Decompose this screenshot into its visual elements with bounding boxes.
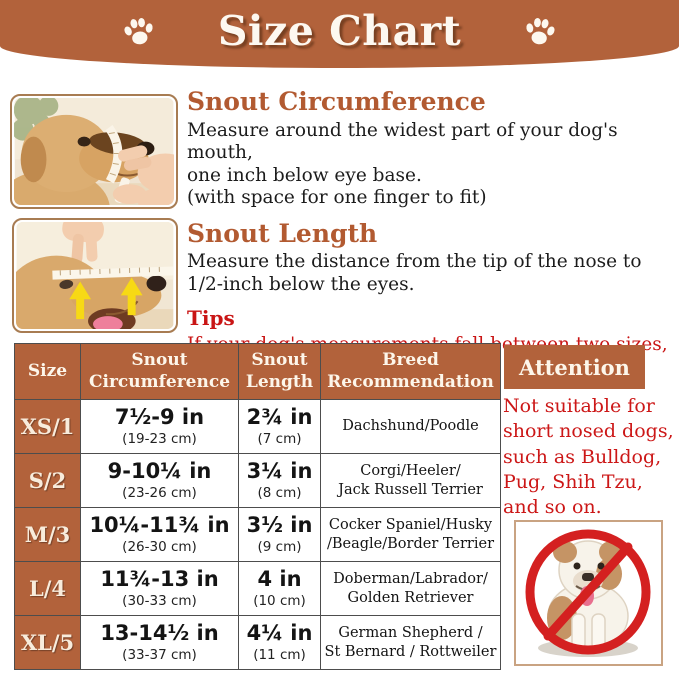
breed-cell: Cocker Spaniel/Husky /Beagle/Border Terr… [320, 507, 501, 562]
size-label: S/2 [14, 453, 81, 508]
instructions: Snout Circumference Measure around the w… [187, 88, 675, 380]
circumference-body: Measure around the widest part of your d… [187, 119, 618, 209]
length-cell: 4¼ in (11 cm) [238, 615, 321, 670]
dog-circumference-measure-illustration [14, 98, 174, 205]
size-label: XL/5 [14, 615, 81, 670]
page-title: Size Chart [217, 7, 462, 55]
inches-value: 13-14½ in [100, 621, 219, 646]
breed-cell: Dachshund/Poodle [320, 399, 501, 454]
length-heading: Snout Length [187, 218, 378, 248]
cm-value: (11 cm) [253, 646, 306, 663]
paw-icon [526, 17, 555, 45]
size-label: L/4 [14, 561, 81, 616]
header-size: Size [14, 343, 81, 400]
breed-cell: Doberman/Labrador/ Golden Retriever [320, 561, 501, 616]
cm-value: (7 cm) [257, 430, 302, 447]
no-bulldog-illustration [514, 520, 663, 666]
inches-value: 3½ in [246, 513, 313, 538]
cm-value: (10 cm) [253, 592, 306, 609]
up-arrow-icon [69, 277, 143, 320]
circumference-heading: Snout Circumference [187, 87, 486, 116]
length-cell: 2¾ in (7 cm) [238, 399, 321, 454]
cm-value: (23-26 cm) [122, 484, 197, 501]
photo-snout-length [12, 218, 178, 333]
table-row: XS/1 7½-9 in (19-23 cm) 2¾ in (7 cm) Dac… [14, 399, 501, 454]
cm-value: (26-30 cm) [122, 538, 197, 555]
attention-heading: Attention [504, 345, 645, 389]
table-row: L/4 11¾-13 in (30-33 cm) 4 in (10 cm) Do… [14, 561, 501, 616]
prohibited-bulldog-icon [525, 529, 651, 657]
cm-value: (9 cm) [257, 538, 302, 555]
inches-value: 3¼ in [246, 459, 313, 484]
table-row: XL/5 13-14½ in (33-37 cm) 4¼ in (11 cm) … [14, 615, 501, 670]
table-row: M/3 10¼-11¾ in (26-30 cm) 3½ in (9 cm) C… [14, 507, 501, 562]
tips-heading: Tips [187, 306, 235, 331]
size-label: M/3 [14, 507, 81, 562]
length-cell: 3¼ in (8 cm) [238, 453, 321, 508]
inches-value: 7½-9 in [114, 405, 205, 430]
cm-value: (8 cm) [257, 484, 302, 501]
attention-body: Not suitable for short nosed dogs, such … [503, 395, 674, 519]
circumference-cell: 10¼-11¾ in (26-30 cm) [80, 507, 239, 562]
breed-cell: Corgi/Heeler/ Jack Russell Terrier [320, 453, 501, 508]
table-header-row: Size Snout Circumference Snout Length Br… [14, 343, 501, 400]
length-cell: 3½ in (9 cm) [238, 507, 321, 562]
cm-value: (30-33 cm) [122, 592, 197, 609]
inches-value: 4 in [257, 567, 302, 592]
paw-icon [124, 17, 153, 45]
dog-length-measure-illustration [16, 222, 174, 329]
inches-value: 9-10¼ in [107, 459, 212, 484]
circumference-cell: 11¾-13 in (30-33 cm) [80, 561, 239, 616]
size-chart-table: Size Snout Circumference Snout Length Br… [14, 343, 501, 670]
header-breed: Breed Recommendation [320, 343, 501, 400]
table-row: S/2 9-10¼ in (23-26 cm) 3¼ in (8 cm) Cor… [14, 453, 501, 508]
circumference-cell: 9-10¼ in (23-26 cm) [80, 453, 239, 508]
no-symbol-icon [525, 529, 651, 655]
length-cell: 4 in (10 cm) [238, 561, 321, 616]
inches-value: 11¾-13 in [100, 567, 219, 592]
length-body: Measure the distance from the tip of the… [187, 251, 642, 295]
cm-value: (19-23 cm) [122, 430, 197, 447]
circumference-cell: 13-14½ in (33-37 cm) [80, 615, 239, 670]
cm-value: (33-37 cm) [122, 646, 197, 663]
inches-value: 2¾ in [246, 405, 313, 430]
inches-value: 4¼ in [246, 621, 313, 646]
photo-snout-circumference [10, 94, 178, 209]
header-length: Snout Length [238, 343, 321, 400]
inches-value: 10¼-11¾ in [89, 513, 230, 538]
size-label: XS/1 [14, 399, 81, 454]
circumference-cell: 7½-9 in (19-23 cm) [80, 399, 239, 454]
header-circumference: Snout Circumference [80, 343, 239, 400]
breed-cell: German Shepherd / St Bernard / Rottweile… [320, 615, 501, 670]
title-banner: Size Chart [0, 0, 679, 68]
